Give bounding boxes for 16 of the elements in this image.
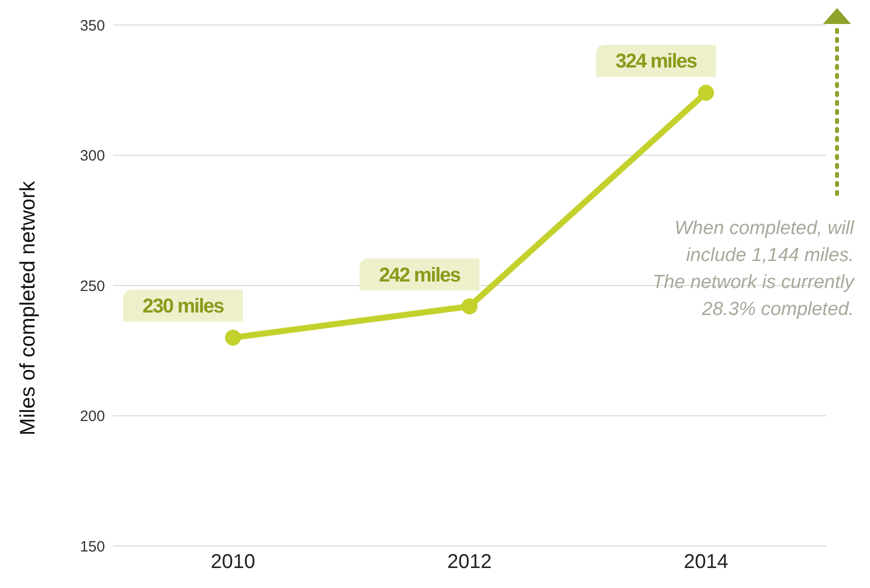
y-tick-label: 300	[80, 148, 105, 165]
x-tick-label: 2012	[447, 551, 492, 574]
y-axis-title: Miles of completed network	[16, 180, 40, 436]
data-label: 230 miles	[142, 296, 224, 318]
annotation: When completed, will include 1,144 miles. The network is currently 28.3% completed.	[651, 217, 854, 322]
data-label: 324 miles	[615, 50, 698, 73]
point	[462, 298, 478, 314]
y-tick-label: 250	[80, 278, 105, 295]
point	[698, 84, 714, 101]
x-tick-label: 2010	[210, 551, 256, 574]
point	[225, 330, 241, 346]
data-label: 242 miles	[378, 264, 461, 286]
y-tick-label: 150	[80, 538, 105, 556]
y-tick-label: 350	[80, 17, 105, 34]
x-tick-label: 2014	[684, 551, 728, 574]
y-tick-label: 200	[80, 408, 105, 426]
